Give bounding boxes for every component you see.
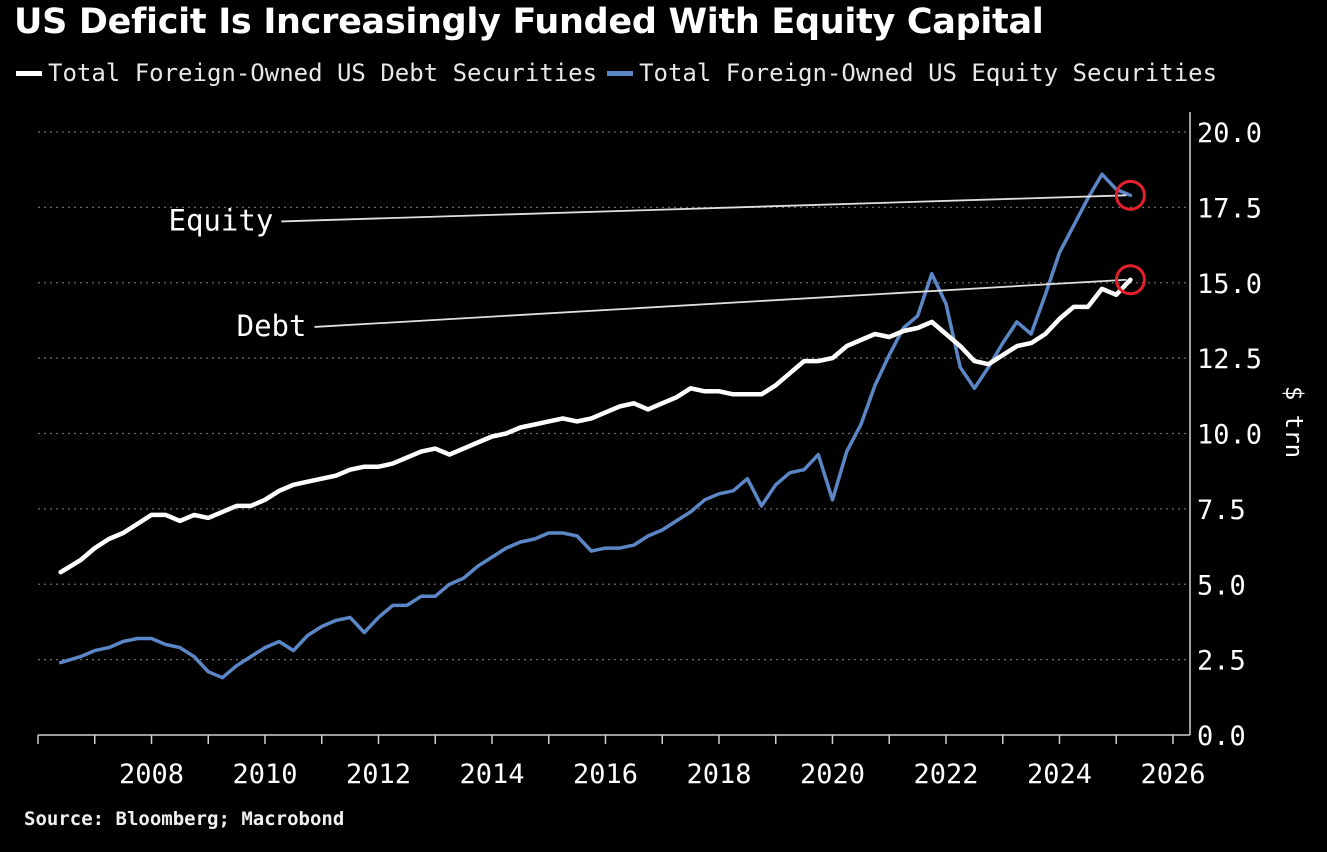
annotation-label-debt: Debt <box>237 309 307 343</box>
annotation-leader-debt <box>314 278 1127 328</box>
x-tick-label: 2018 <box>686 759 751 790</box>
legend-swatch-debt <box>16 70 42 76</box>
annotation-label-equity: Equity <box>169 203 274 237</box>
gridlines <box>38 131 1190 661</box>
y-tick-label: 20.0 <box>1197 118 1262 149</box>
series-line-debt <box>58 277 1133 575</box>
y-tick-label: 10.0 <box>1197 420 1262 451</box>
x-tick-label: 2014 <box>459 759 524 790</box>
series-lines <box>58 172 1133 680</box>
x-tick-label: 2008 <box>119 759 184 790</box>
legend-item-equity: Total Foreign-Owned US Equity Securities <box>607 59 1217 87</box>
axes: 0.0 2.5 5.0 7.5 10.0 12.5 15.0 17.5 20.0 2008 2010… <box>37 112 1308 790</box>
y-tick-label: 15.0 <box>1197 269 1262 300</box>
legend-label-equity: Total Foreign-Owned US Equity Securities <box>639 59 1218 87</box>
source-note: Source: Bloomberg; Macrobond <box>24 808 345 830</box>
y-tick-label: 2.5 <box>1197 646 1246 677</box>
legend-item-debt: Total Foreign-Owned US Debt Securities <box>16 59 597 87</box>
y-tick-label: 17.5 <box>1197 193 1262 224</box>
annotations: Equity Debt <box>169 179 1146 343</box>
y-tick-label: 7.5 <box>1197 495 1246 526</box>
y-axis-label: $ trn <box>1280 386 1308 458</box>
y-tick-label: 5.0 <box>1197 570 1246 601</box>
x-tick-label: 2026 <box>1140 759 1205 790</box>
legend-label-debt: Total Foreign-Owned US Debt Securities <box>48 59 598 87</box>
annotation-leader-equity <box>281 194 1127 223</box>
x-tick-label: 2010 <box>232 759 297 790</box>
legend: Total Foreign-Owned US Debt Securities T… <box>16 56 1227 90</box>
x-tick-label: 2012 <box>346 759 411 790</box>
highlight-circle-equity <box>1114 179 1146 211</box>
series-line-equity <box>58 172 1133 680</box>
highlight-circle-debt <box>1114 264 1146 296</box>
x-tick-label: 2020 <box>800 759 865 790</box>
x-tick-label: 2016 <box>573 759 638 790</box>
y-tick-label: 12.5 <box>1197 344 1262 375</box>
x-tick-label: 2024 <box>1027 759 1092 790</box>
y-tick-label: 0.0 <box>1197 721 1246 752</box>
chart-title: US Deficit Is Increasingly Funded With E… <box>14 2 1044 42</box>
legend-swatch-equity <box>607 70 634 76</box>
x-tick-label: 2022 <box>913 759 978 790</box>
